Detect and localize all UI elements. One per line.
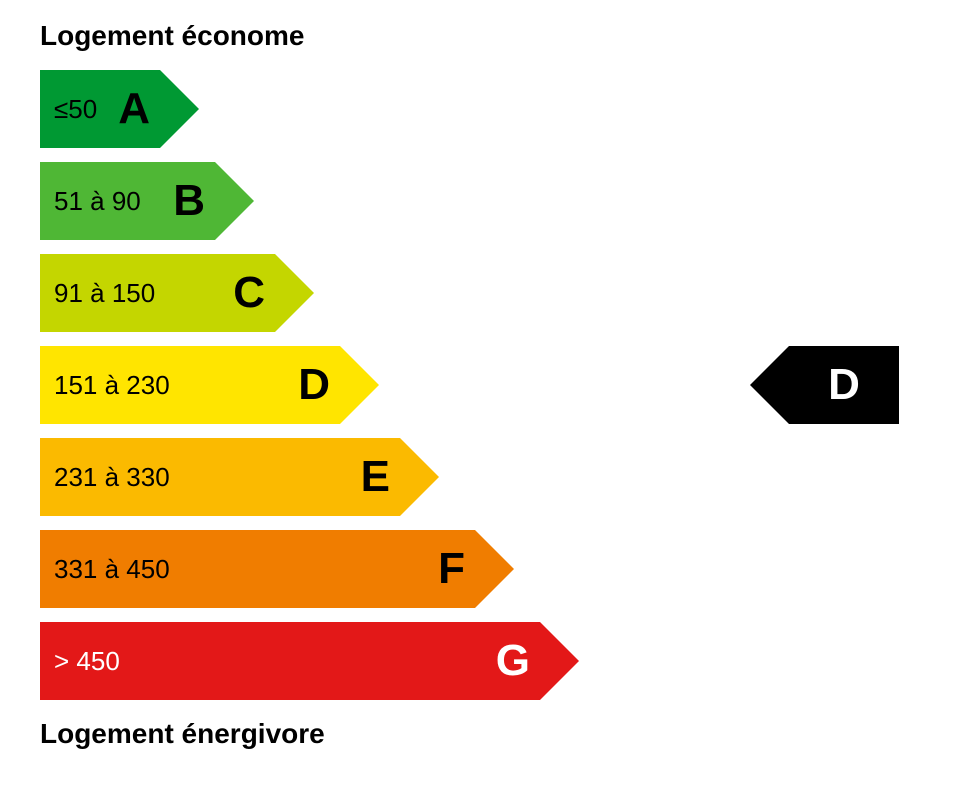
arrow-right-icon [340,346,379,424]
arrow-right-icon [475,530,514,608]
bar-row-b: 51 à 90 B [40,162,939,240]
letter-g: G [496,636,530,686]
letter-f: F [438,544,465,594]
bar-row-f: 331 à 450 F [40,530,939,608]
arrow-right-icon [540,622,579,700]
range-b: 51 à 90 [54,186,167,217]
bar-c: 91 à 150 C [40,254,939,332]
energy-chart: ≤50 A 51 à 90 B 91 à 150 C 151 à 230 [40,70,939,700]
bar-e: 231 à 330 E [40,438,939,516]
indicator-letter: D [789,346,899,424]
range-g: > 450 [54,646,490,677]
arrow-right-icon [215,162,254,240]
title-bottom: Logement énergivore [40,718,939,750]
bar-body-c: 91 à 150 C [40,254,275,332]
arrow-left-icon [750,346,789,424]
arrow-right-icon [275,254,314,332]
range-f: 331 à 450 [54,554,432,585]
bar-f: 331 à 450 F [40,530,939,608]
range-e: 231 à 330 [54,462,355,493]
bar-b: 51 à 90 B [40,162,939,240]
bar-row-c: 91 à 150 C [40,254,939,332]
rating-indicator: D [750,346,899,424]
bar-row-e: 231 à 330 E [40,438,939,516]
letter-e: E [361,452,390,502]
title-top: Logement économe [40,20,939,52]
arrow-right-icon [400,438,439,516]
range-c: 91 à 150 [54,278,227,309]
bar-g: > 450 G [40,622,939,700]
bar-body-d: 151 à 230 D [40,346,340,424]
bar-body-f: 331 à 450 F [40,530,475,608]
letter-d: D [298,360,330,410]
bar-body-a: ≤50 A [40,70,160,148]
letter-b: B [173,176,205,226]
bar-row-g: > 450 G [40,622,939,700]
arrow-right-icon [160,70,199,148]
range-d: 151 à 230 [54,370,292,401]
bar-body-e: 231 à 330 E [40,438,400,516]
bar-a: ≤50 A [40,70,939,148]
bar-row-a: ≤50 A [40,70,939,148]
letter-c: C [233,268,265,318]
letter-a: A [118,84,150,134]
range-a: ≤50 [54,94,112,125]
bar-body-b: 51 à 90 B [40,162,215,240]
bar-body-g: > 450 G [40,622,540,700]
